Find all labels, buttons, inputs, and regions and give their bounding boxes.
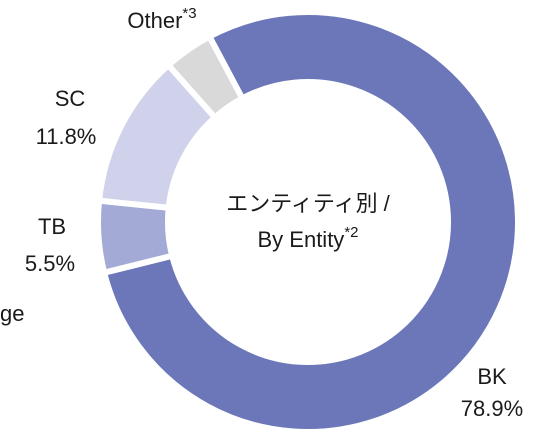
slice-label: BK <box>477 364 507 389</box>
value-label: 78.9% <box>461 396 523 421</box>
donut-slice <box>100 9 521 432</box>
slice-label: SC <box>55 86 86 111</box>
donut-slice <box>164 32 247 122</box>
center-title: By Entity*2 <box>258 224 359 252</box>
annotation: ge <box>0 301 24 326</box>
slice-label: Other*3 <box>127 5 196 33</box>
center-title: エンティティ別 / <box>226 191 390 216</box>
slice-label: TB <box>38 214 66 239</box>
value-label: 11.8% <box>36 124 97 149</box>
value-label: 5.5% <box>25 251 75 276</box>
